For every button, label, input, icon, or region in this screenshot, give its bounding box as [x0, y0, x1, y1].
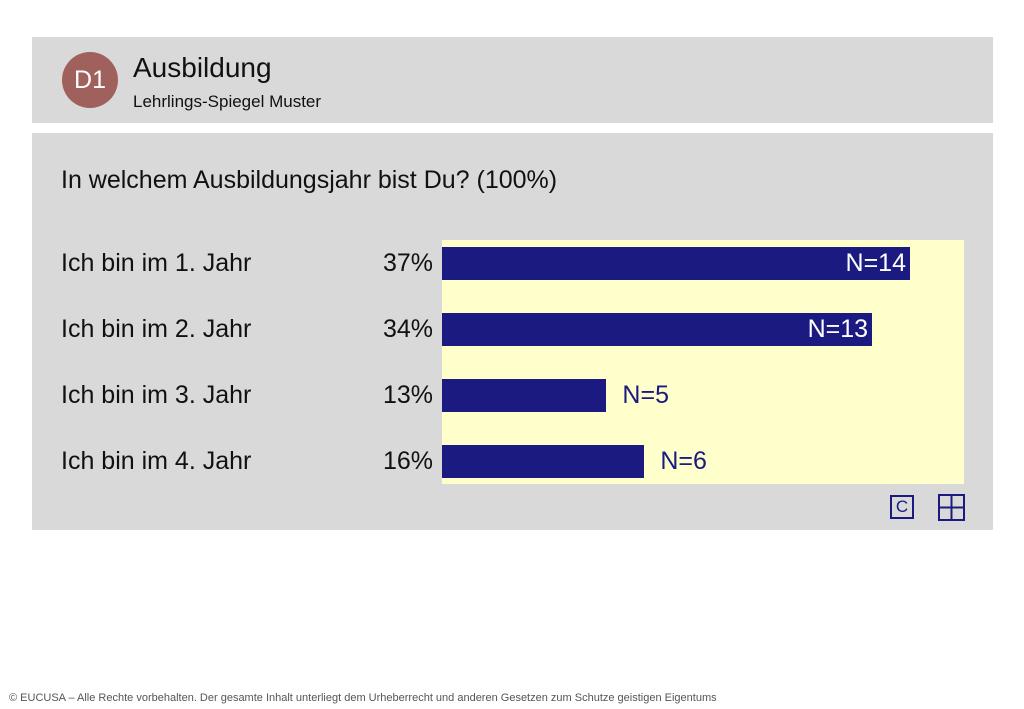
row-label: Ich bin im 3. Jahr: [61, 381, 252, 409]
row-label: Ich bin im 4. Jahr: [61, 447, 252, 475]
c-icon[interactable]: C: [890, 495, 914, 519]
copyright-footer: © EUCUSA – Alle Rechte vorbehalten. Der …: [9, 692, 717, 704]
grid-icon[interactable]: [938, 494, 965, 521]
row-percentage: 16%: [382, 447, 433, 475]
page-subtitle: Lehrlings-Spiegel Muster: [133, 92, 322, 111]
bar-count-label: N=6: [660, 446, 707, 475]
bar-count-label: N=5: [622, 380, 669, 409]
row-percentage: 37%: [382, 249, 433, 277]
bar: [442, 378, 607, 412]
page-title: Ausbildung: [133, 52, 272, 83]
header-panel: [32, 37, 993, 123]
bar-chart-area: N=14 N=13 N=5 N=6: [442, 240, 964, 484]
c-icon-label: C: [895, 497, 909, 516]
bar: [442, 312, 873, 346]
bar: [442, 246, 910, 280]
bar-count-label: N=13: [807, 314, 869, 343]
row-percentage: 13%: [382, 381, 433, 409]
bar: [442, 444, 645, 478]
row-label: Ich bin im 1. Jahr: [61, 249, 252, 277]
section-badge: D1: [62, 52, 118, 108]
question-text: In welchem Ausbildungsjahr bist Du? (100…: [61, 166, 558, 194]
row-label: Ich bin im 2. Jahr: [61, 315, 252, 343]
bar-count-label: N=14: [845, 248, 906, 277]
row-percentage: 34%: [382, 315, 433, 343]
